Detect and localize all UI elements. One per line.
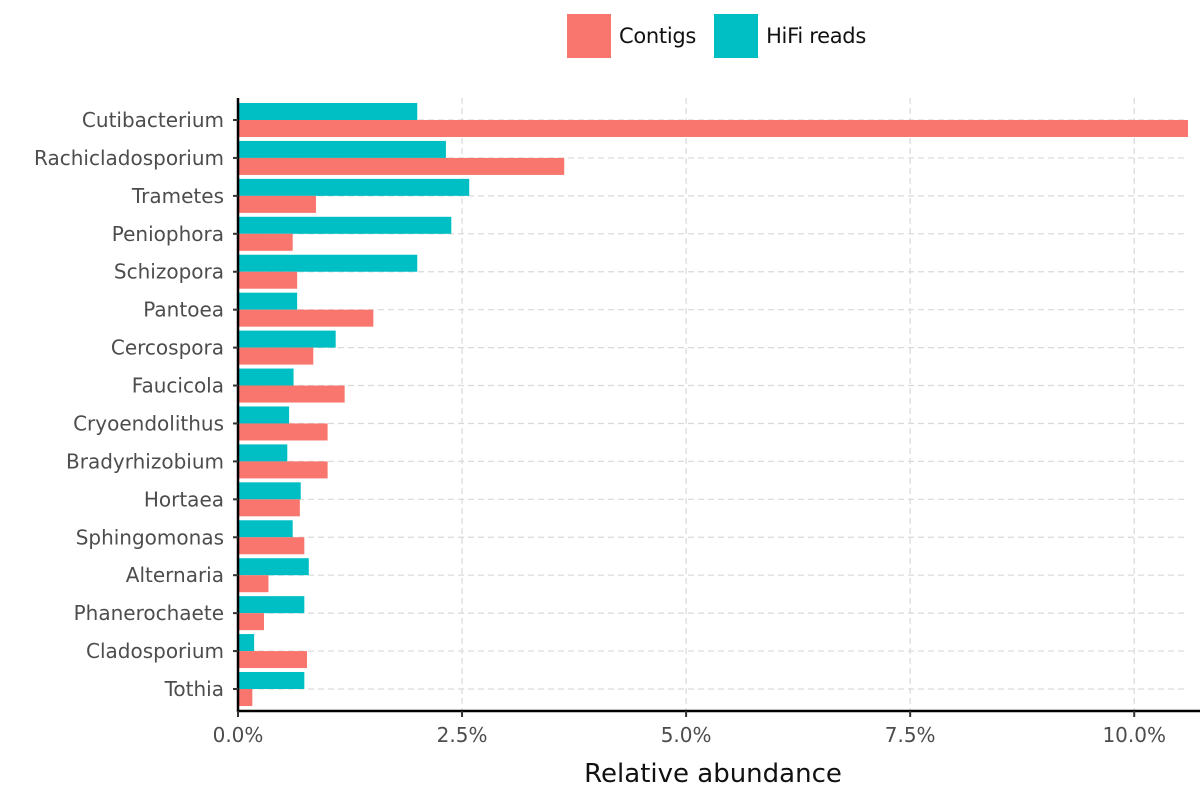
gridlines bbox=[238, 98, 1188, 711]
bar-contigs-tothia bbox=[238, 689, 253, 706]
bar-hifi-reads-hortaea bbox=[238, 482, 301, 500]
bar-contigs-peniophora bbox=[238, 233, 293, 251]
y-axis-labels: Cutibacterium Rachicladosporium Trametes Pe… bbox=[34, 108, 238, 701]
bar-hifi-reads-rachicladosporium bbox=[238, 140, 446, 158]
bar-contigs-cercospora bbox=[238, 347, 314, 365]
y-tick-label: Phanerochaete bbox=[74, 601, 224, 625]
y-tick-label: Cercospora bbox=[111, 336, 224, 360]
y-tick-label: Peniophora bbox=[112, 222, 224, 246]
bar-hifi-reads-schizopora bbox=[238, 254, 418, 272]
x-axis-labels: 0.0% 2.5% 5.0% 7.5% 10.0% bbox=[213, 711, 1166, 747]
axes bbox=[236, 98, 1200, 713]
y-tick-label: Pantoea bbox=[143, 298, 224, 322]
bar-contigs-phanerochaete bbox=[238, 613, 264, 631]
y-tick-label: Rachicladosporium bbox=[34, 146, 224, 170]
bar-hifi-reads-peniophora bbox=[238, 216, 452, 234]
x-tick-label: 2.5% bbox=[437, 723, 488, 747]
bar-contigs-cryoendolithus bbox=[238, 423, 328, 441]
bar-hifi-reads-faucicola bbox=[238, 368, 294, 386]
x-axis-title: Relative abundance bbox=[584, 759, 842, 789]
y-tick-label: Tothia bbox=[164, 677, 224, 701]
bar-contigs-cutibacterium bbox=[238, 120, 1188, 137]
bars bbox=[238, 103, 1188, 706]
y-tick-label: Schizopora bbox=[114, 260, 224, 284]
x-tick-label: 7.5% bbox=[885, 723, 936, 747]
y-tick-label: Alternaria bbox=[126, 563, 224, 587]
bar-contigs-bradyrhizobium bbox=[238, 461, 328, 479]
bar-hifi-reads-phanerochaete bbox=[238, 596, 305, 614]
bar-contigs-trametes bbox=[238, 195, 316, 213]
bar-hifi-reads-tothia bbox=[238, 672, 305, 689]
legend-item-hifi-reads: HiFi reads bbox=[714, 14, 866, 58]
x-tick-label: 0.0% bbox=[213, 723, 264, 747]
y-tick-label: Cryoendolithus bbox=[73, 411, 224, 435]
x-tick-label: 10.0% bbox=[1102, 723, 1166, 747]
bar-contigs-faucicola bbox=[238, 385, 345, 403]
legend: Contigs HiFi reads bbox=[567, 14, 884, 58]
y-tick-label: Cutibacterium bbox=[82, 108, 224, 132]
x-tick-label: 5.0% bbox=[661, 723, 712, 747]
bar-contigs-alternaria bbox=[238, 575, 269, 593]
y-tick-label: Trametes bbox=[131, 184, 224, 208]
bar-hifi-reads-bradyrhizobium bbox=[238, 444, 288, 462]
bar-hifi-reads-cutibacterium bbox=[238, 103, 418, 120]
legend-label-contigs: Contigs bbox=[619, 24, 697, 48]
bar-hifi-reads-pantoea bbox=[238, 292, 298, 310]
legend-swatch-contigs bbox=[567, 14, 611, 58]
bar-hifi-reads-alternaria bbox=[238, 558, 309, 576]
bar-contigs-hortaea bbox=[238, 499, 300, 517]
y-tick-label: Sphingomonas bbox=[76, 525, 224, 549]
bar-hifi-reads-trametes bbox=[238, 178, 470, 196]
y-tick-label: Cladosporium bbox=[86, 639, 224, 663]
bar-contigs-schizopora bbox=[238, 271, 298, 289]
bar-contigs-sphingomonas bbox=[238, 537, 305, 555]
bar-hifi-reads-sphingomonas bbox=[238, 520, 293, 538]
bar-hifi-reads-cladosporium bbox=[238, 634, 255, 652]
bar-contigs-cladosporium bbox=[238, 651, 308, 669]
legend-swatch-hifi-reads bbox=[714, 14, 759, 58]
legend-label-hifi-reads: HiFi reads bbox=[766, 24, 866, 48]
y-tick-label: Bradyrhizobium bbox=[66, 449, 224, 473]
y-tick-label: Faucicola bbox=[132, 374, 224, 398]
legend-item-contigs: Contigs bbox=[567, 14, 696, 58]
bar-hifi-reads-cercospora bbox=[238, 330, 336, 348]
bar-contigs-pantoea bbox=[238, 309, 374, 327]
bar-contigs-rachicladosporium bbox=[238, 157, 565, 175]
bar-hifi-reads-cryoendolithus bbox=[238, 406, 290, 424]
y-tick-label: Hortaea bbox=[144, 487, 224, 511]
